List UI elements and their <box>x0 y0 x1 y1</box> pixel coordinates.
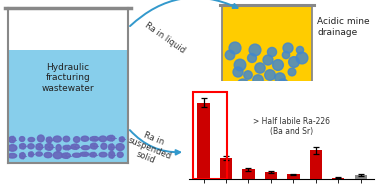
Ellipse shape <box>101 143 107 149</box>
Bar <box>8 50 128 135</box>
Ellipse shape <box>28 152 34 157</box>
Circle shape <box>263 55 273 65</box>
Ellipse shape <box>119 137 124 142</box>
Circle shape <box>296 46 304 54</box>
Ellipse shape <box>46 137 52 143</box>
Bar <box>8 8 128 50</box>
Text: Acidic mine
drainage: Acidic mine drainage <box>317 17 370 37</box>
Circle shape <box>268 47 277 57</box>
Ellipse shape <box>90 143 98 149</box>
Ellipse shape <box>99 152 107 157</box>
Ellipse shape <box>109 151 115 158</box>
Circle shape <box>283 43 293 53</box>
Text: Ra in liquid: Ra in liquid <box>143 21 187 55</box>
Ellipse shape <box>116 144 124 151</box>
Circle shape <box>296 52 308 64</box>
Circle shape <box>234 59 246 71</box>
Bar <box>287 174 300 179</box>
Ellipse shape <box>28 137 35 142</box>
Ellipse shape <box>99 136 107 142</box>
Circle shape <box>229 42 241 54</box>
Bar <box>222 5 312 90</box>
Ellipse shape <box>19 137 25 141</box>
Ellipse shape <box>73 153 81 157</box>
Bar <box>242 169 255 179</box>
Ellipse shape <box>28 144 34 149</box>
Bar <box>197 103 210 179</box>
Bar <box>194 92 227 179</box>
Ellipse shape <box>20 144 26 149</box>
Circle shape <box>275 73 285 83</box>
Ellipse shape <box>63 136 70 142</box>
Ellipse shape <box>20 153 25 159</box>
Ellipse shape <box>44 152 52 158</box>
Circle shape <box>265 70 275 80</box>
Ellipse shape <box>37 135 44 142</box>
Bar <box>355 175 367 179</box>
Ellipse shape <box>107 135 115 141</box>
Ellipse shape <box>117 152 123 157</box>
Circle shape <box>255 63 265 73</box>
Circle shape <box>288 68 296 76</box>
Ellipse shape <box>8 153 17 158</box>
Circle shape <box>253 75 263 85</box>
Circle shape <box>244 71 252 79</box>
Ellipse shape <box>8 145 17 151</box>
Ellipse shape <box>62 153 70 158</box>
Ellipse shape <box>81 146 90 150</box>
Text: Ra in
suspended
solid: Ra in suspended solid <box>123 126 177 170</box>
Circle shape <box>249 44 261 56</box>
Ellipse shape <box>90 137 99 141</box>
Text: Insoluble (Ba,Sr,Ra)SO₄: Insoluble (Ba,Sr,Ra)SO₄ <box>220 98 313 107</box>
Ellipse shape <box>36 152 42 156</box>
Bar <box>265 172 277 179</box>
Ellipse shape <box>56 144 61 151</box>
Circle shape <box>273 60 284 70</box>
Ellipse shape <box>90 152 96 157</box>
Ellipse shape <box>74 137 80 142</box>
Ellipse shape <box>71 144 79 149</box>
Ellipse shape <box>9 137 15 143</box>
Ellipse shape <box>81 136 89 141</box>
Circle shape <box>248 53 256 63</box>
Bar <box>8 135 128 163</box>
Circle shape <box>233 67 243 77</box>
Bar <box>332 178 344 179</box>
Ellipse shape <box>53 152 62 159</box>
Ellipse shape <box>108 144 114 150</box>
Ellipse shape <box>63 145 71 150</box>
Ellipse shape <box>45 144 53 150</box>
Bar <box>310 150 322 179</box>
Ellipse shape <box>80 152 89 156</box>
Circle shape <box>225 50 235 60</box>
Circle shape <box>278 79 288 89</box>
Circle shape <box>289 57 299 67</box>
Circle shape <box>237 79 249 91</box>
Text: Hydraulic
fracturing
wastewater: Hydraulic fracturing wastewater <box>42 63 94 93</box>
Circle shape <box>257 81 268 92</box>
Text: > Half labile Ra-226
(Ba and Sr): > Half labile Ra-226 (Ba and Sr) <box>253 117 330 136</box>
Ellipse shape <box>53 136 61 142</box>
Circle shape <box>282 51 290 59</box>
Ellipse shape <box>36 144 43 150</box>
Bar <box>220 158 232 179</box>
